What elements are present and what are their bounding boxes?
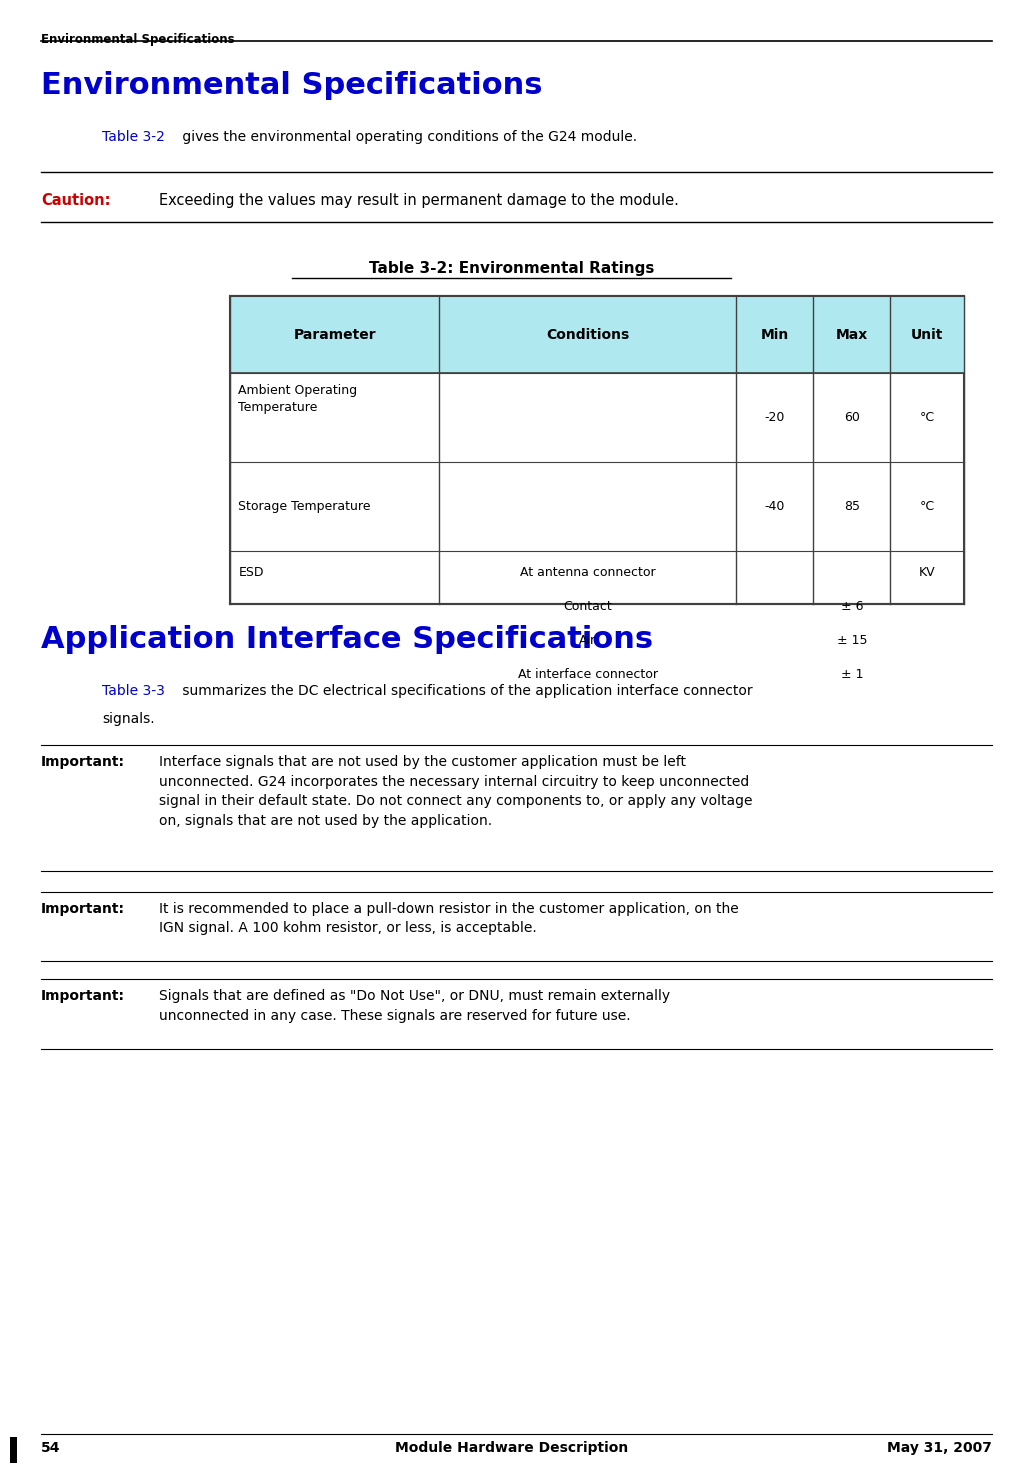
Text: Module Hardware Description: Module Hardware Description [395, 1441, 628, 1456]
Text: Parameter: Parameter [294, 327, 376, 342]
Text: 54: 54 [41, 1441, 60, 1456]
Text: °C: °C [920, 501, 935, 512]
Text: ± 6: ± 6 [841, 600, 863, 613]
Text: 60: 60 [844, 412, 859, 424]
Text: KV: KV [919, 566, 935, 579]
Text: Interface signals that are not used by the customer application must be left
unc: Interface signals that are not used by t… [159, 755, 752, 828]
Text: Environmental Specifications: Environmental Specifications [41, 71, 542, 101]
Bar [230, 296, 964, 373]
Text: Ambient Operating
Temperature: Ambient Operating Temperature [238, 384, 357, 413]
Text: gives the environmental operating conditions of the G24 module.: gives the environmental operating condit… [178, 130, 637, 144]
Text: Important:: Important: [41, 755, 125, 769]
Text: Contact: Contact [564, 600, 612, 613]
Text: Table 3-3: Table 3-3 [102, 684, 165, 698]
Bar [10, 1437, 17, 1463]
Text: May 31, 2007: May 31, 2007 [887, 1441, 992, 1456]
Text: Max: Max [836, 327, 868, 342]
Text: Min: Min [761, 327, 789, 342]
Text: Table 3-2: Table 3-2 [102, 130, 165, 144]
Text: Air: Air [579, 634, 596, 647]
Text: Important:: Important: [41, 989, 125, 1003]
Text: At interface connector: At interface connector [518, 668, 658, 681]
Text: At antenna connector: At antenna connector [520, 566, 656, 579]
Text: Signals that are defined as "Do Not Use", or DNU, must remain externally
unconne: Signals that are defined as "Do Not Use"… [159, 989, 670, 1023]
Text: Storage Temperature: Storage Temperature [238, 501, 371, 512]
Text: It is recommended to place a pull-down resistor in the customer application, on : It is recommended to place a pull-down r… [159, 902, 739, 936]
Text: ESD: ESD [238, 566, 264, 579]
Text: Caution:: Caution: [41, 193, 110, 207]
Text: Conditions: Conditions [546, 327, 629, 342]
Text: ± 1: ± 1 [841, 668, 863, 681]
Text: Table 3-2: Environmental Ratings: Table 3-2: Environmental Ratings [369, 261, 654, 275]
Text: -20: -20 [764, 412, 785, 424]
Text: Important:: Important: [41, 902, 125, 915]
Text: Exceeding the values may result in permanent damage to the module.: Exceeding the values may result in perma… [159, 193, 678, 207]
Text: summarizes the DC electrical specifications of the application interface connect: summarizes the DC electrical specificati… [178, 684, 753, 698]
Bar [230, 296, 964, 604]
Text: signals.: signals. [102, 712, 154, 726]
Text: Application Interface Specifications: Application Interface Specifications [41, 625, 653, 655]
Text: -40: -40 [764, 501, 785, 512]
Text: Unit: Unit [910, 327, 943, 342]
Text: 85: 85 [844, 501, 859, 512]
Text: °C: °C [920, 412, 935, 424]
Text: Environmental Specifications: Environmental Specifications [41, 33, 234, 46]
Text: ± 15: ± 15 [837, 634, 868, 647]
